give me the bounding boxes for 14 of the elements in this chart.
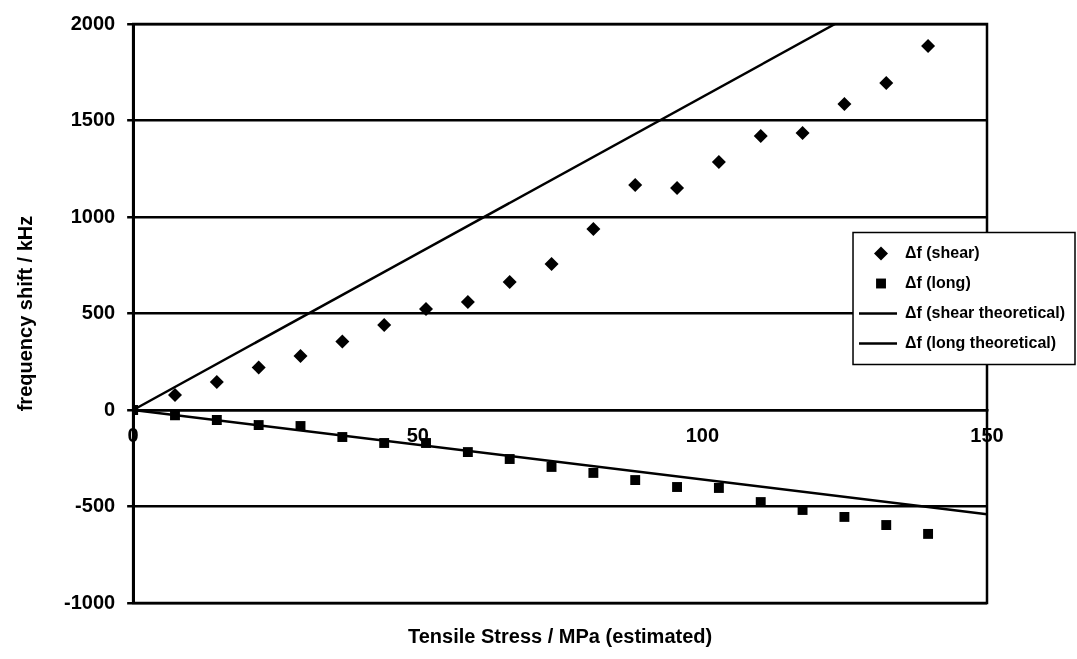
legend-label: Δf (shear) [905,243,980,261]
y-tick-label: 0 [104,397,116,420]
y-tick-label: 1000 [70,204,116,227]
x-tick-label: 100 [685,423,720,446]
x-axis-title: Tensile Stress / MPa (estimated) [407,624,713,647]
legend-label: Δf (long theoretical) [905,333,1057,351]
y-tick-label: -500 [75,494,116,517]
legend-label: Δf (long) [905,273,971,291]
y-tick-label: -1000 [64,590,116,613]
legend-label: Δf (shear theoretical) [905,303,1065,321]
y-tick-label: 2000 [70,11,116,34]
y-tick-label: 500 [81,301,116,324]
y-axis-title: frequency shift / kHz [13,215,36,412]
y-tick-label: 1500 [70,108,116,131]
